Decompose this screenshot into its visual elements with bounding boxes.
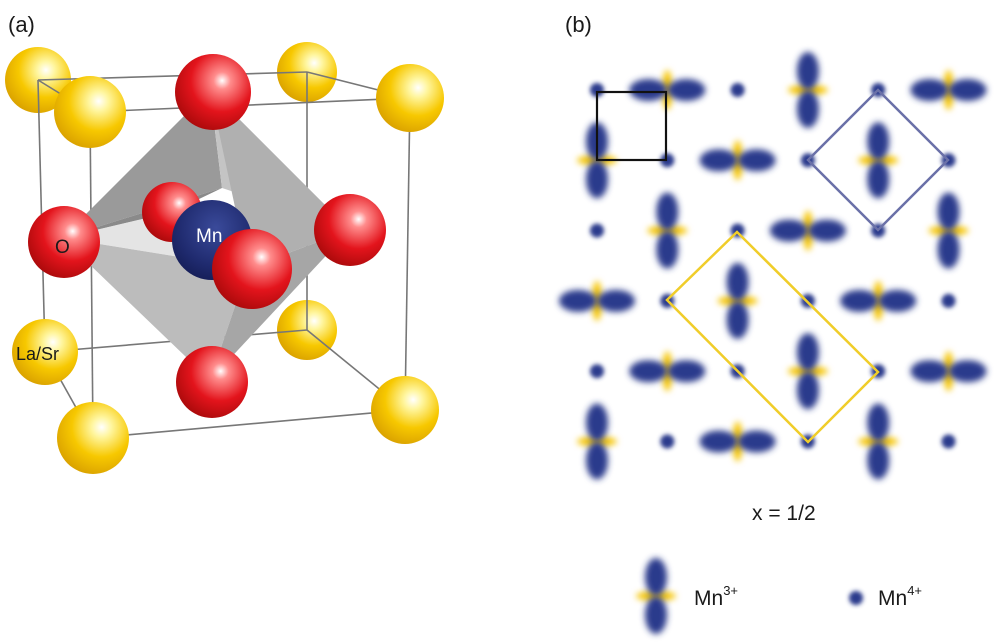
mn3-orbital <box>787 52 828 128</box>
mn4-ion <box>660 153 675 168</box>
panel-b-label: (b) <box>565 12 592 37</box>
oxygen-atom-right <box>314 194 386 266</box>
mn3-orbital <box>858 403 899 480</box>
mn3-orbital <box>910 351 987 392</box>
mn4-ion <box>590 223 604 238</box>
mn3-orbital <box>647 192 688 269</box>
mn3-orbital <box>910 70 987 110</box>
legend-mn3-symbol <box>636 558 676 634</box>
legend-mn4-label: Mn4+ <box>878 583 922 610</box>
mn3-orbital <box>699 140 776 181</box>
mn3-orbital <box>629 351 706 392</box>
mn3-orbital <box>840 280 917 321</box>
legend-mn3-label: Mn3+ <box>694 583 738 610</box>
legend-mn4-symbol <box>849 591 863 605</box>
manganese-label: Mn <box>196 226 222 247</box>
mn4-ion <box>941 434 956 449</box>
mn3-orbital <box>787 333 828 410</box>
a-site-atom <box>371 376 439 444</box>
mn3-orbital <box>577 403 617 480</box>
a-site-atoms-front <box>12 64 444 474</box>
mn4-ion <box>590 364 604 379</box>
oxygen-atom-top <box>175 54 251 130</box>
orbital-lattice <box>559 52 987 480</box>
mn3-orbital <box>769 210 846 251</box>
mn4-ion <box>590 83 604 97</box>
a-site-atoms-back <box>5 42 337 360</box>
mn3-orbital <box>858 122 899 199</box>
mn4-ion <box>941 293 956 308</box>
cell-outline-blue <box>806 88 950 232</box>
mn3-orbital <box>559 280 635 321</box>
unit-cell-square <box>595 90 668 162</box>
a-site-atom <box>12 319 78 385</box>
a-site-atom <box>54 76 126 148</box>
a-site-atom <box>57 402 129 474</box>
a-site-label: La/Sr <box>16 344 59 364</box>
panel-a-label: (a) <box>8 12 35 37</box>
mn3-orbital <box>699 421 776 462</box>
doping-label: x = 1/2 <box>752 502 816 525</box>
oxygen-label: O <box>55 237 70 258</box>
mn4-ion <box>730 83 745 97</box>
mn4-ion <box>849 591 863 605</box>
mn3-orbital <box>629 70 706 110</box>
mn3-orbital <box>928 192 969 269</box>
a-site-atom <box>376 64 444 132</box>
oxygen-atom-bottom <box>176 346 248 418</box>
cell-outline-yellow <box>665 230 880 444</box>
mn3-orbital <box>636 558 676 634</box>
oxygen-atom-left <box>28 206 100 278</box>
oxygen-atom-front <box>212 229 292 309</box>
mn3-orbital <box>717 262 758 339</box>
mn4-ion <box>660 434 675 449</box>
